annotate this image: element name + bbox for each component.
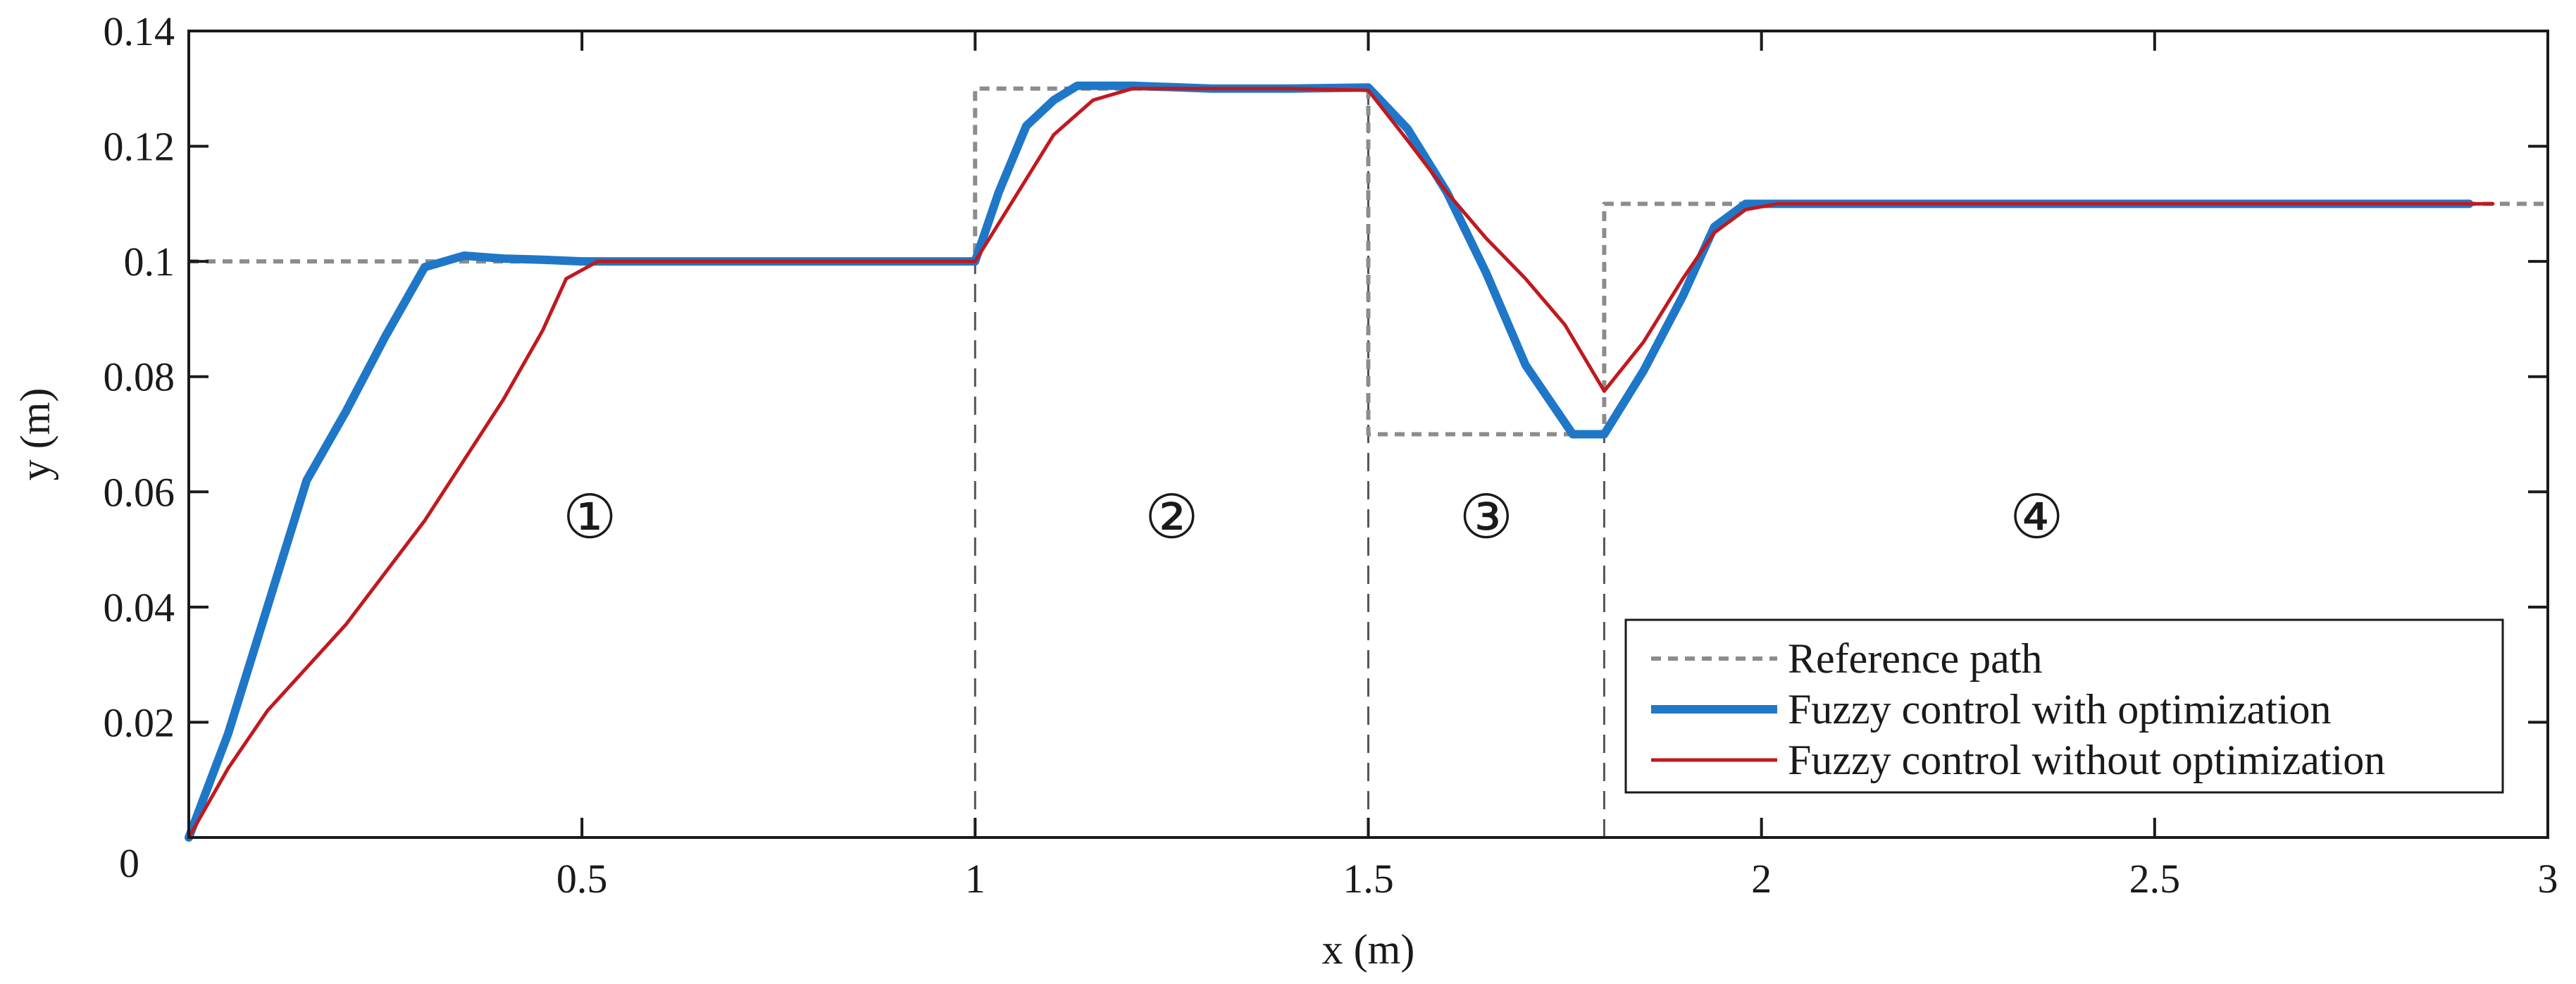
axes-layer: 0.5 1 1.5 2 2.5 3 0.02 0.04 0.06 0.08 0.1 0.12 0.14 0… (12, 8, 2558, 973)
x-axis-label: x (m) (1322, 926, 1415, 973)
series-layer (185, 81, 2548, 842)
origin-label: 0 (119, 840, 139, 886)
series-line-3 (187, 87, 2495, 840)
x-tick-label: 0.5 (556, 856, 608, 902)
x-tick-label: 3 (2538, 856, 2558, 902)
y-tick-label: 0.02 (104, 699, 175, 745)
region-labels: ① ② ③ ④ (563, 482, 2064, 553)
legend-label-1: Reference path (1788, 635, 2042, 682)
legend-label-2: Fuzzy control with optimization (1788, 686, 2332, 733)
x-tick-label: 1.5 (1343, 856, 1394, 902)
y-tick-label: 0.14 (104, 8, 175, 54)
y-tick-label: 0.1 (124, 239, 175, 285)
legend-label-3: Fuzzy control without optimization (1788, 737, 2385, 783)
region-label-3: ③ (1459, 482, 1513, 553)
series-line-1 (189, 86, 2548, 437)
region-label-2: ② (1145, 482, 1199, 553)
y-axis-label: y (m) (12, 388, 58, 481)
y-tick-label: 0.08 (104, 354, 175, 400)
region-label-1: ① (563, 482, 617, 553)
region-label-4: ④ (2010, 482, 2064, 553)
x-tick-label: 2.5 (2129, 856, 2181, 902)
x-tick-label: 2 (1751, 856, 1772, 902)
y-tick-label: 0.12 (104, 124, 175, 170)
x-tick-label: 1 (965, 856, 985, 902)
y-tick-label: 0.06 (104, 469, 175, 515)
series-line-2 (185, 81, 2474, 842)
y-tick-label: 0.04 (104, 585, 175, 630)
